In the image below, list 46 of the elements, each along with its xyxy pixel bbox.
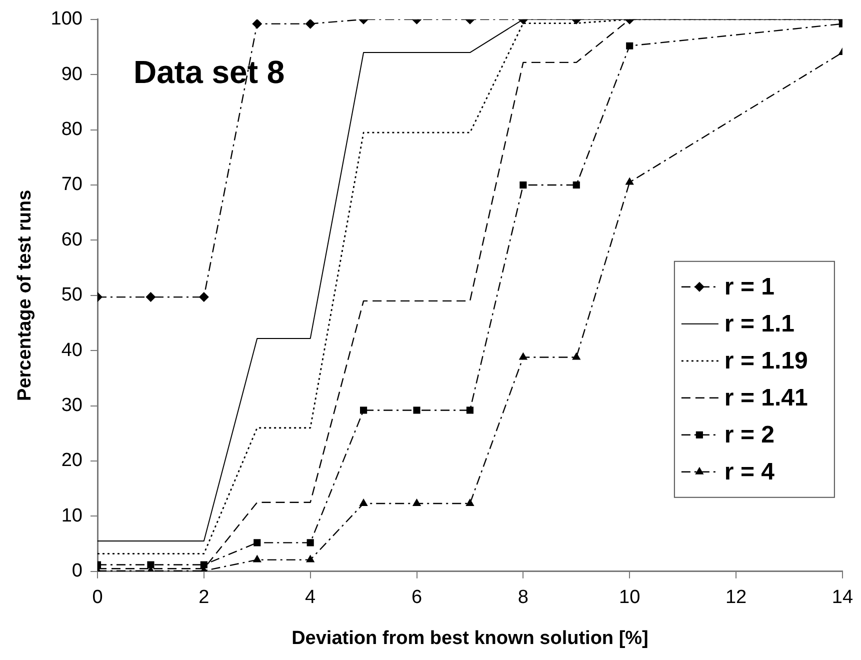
x-tick-label: 12 [725, 587, 747, 608]
x-tick-label: 0 [92, 587, 103, 608]
y-tick-label: 10 [61, 505, 82, 526]
y-tick-label: 20 [61, 450, 82, 472]
legend-label: r = 2 [724, 422, 774, 449]
point [306, 554, 315, 562]
y-tick-label: 50 [61, 284, 82, 306]
legend-label: r = 1.1 [724, 310, 794, 338]
point [572, 181, 580, 189]
legend-label: r = 1.41 [724, 384, 808, 412]
point [146, 292, 156, 302]
point [413, 406, 420, 414]
y-tick-label: 70 [61, 174, 82, 196]
y-axis-title: Percentage of test runs [14, 190, 36, 401]
point [466, 406, 474, 414]
point [518, 352, 528, 360]
x-tick-label: 2 [198, 587, 210, 608]
point [359, 498, 368, 506]
text: Data set 8 [134, 54, 285, 90]
legend-label: r = 1 [724, 274, 774, 301]
point [360, 406, 368, 414]
legend-label: r = 1.19 [724, 348, 808, 375]
x-tick-label: 10 [619, 587, 640, 608]
point [572, 352, 581, 360]
point [520, 181, 527, 189]
point [412, 498, 422, 506]
x-axis-title: Deviation from best known solution [%] [292, 628, 648, 649]
point [147, 561, 154, 568]
x-tick-label: 14 [832, 587, 854, 608]
point [466, 498, 474, 506]
point [198, 292, 209, 302]
point [200, 561, 208, 568]
x-tick-label: 8 [518, 587, 528, 608]
y-tick-label: 100 [50, 8, 82, 30]
point [254, 539, 261, 546]
point [306, 539, 314, 546]
y-tick-label: 80 [61, 119, 82, 140]
y-tick-label: 40 [61, 340, 82, 361]
x-tick-label: 4 [305, 587, 316, 608]
y-tick-label: 30 [61, 395, 82, 416]
y-tick-label: 60 [61, 229, 82, 250]
point [252, 554, 262, 562]
y-tick-label: 0 [72, 560, 82, 582]
legend-label: r = 4 [724, 458, 776, 486]
x-tick-label: 6 [411, 587, 422, 608]
y-tick-label: 90 [61, 64, 82, 85]
